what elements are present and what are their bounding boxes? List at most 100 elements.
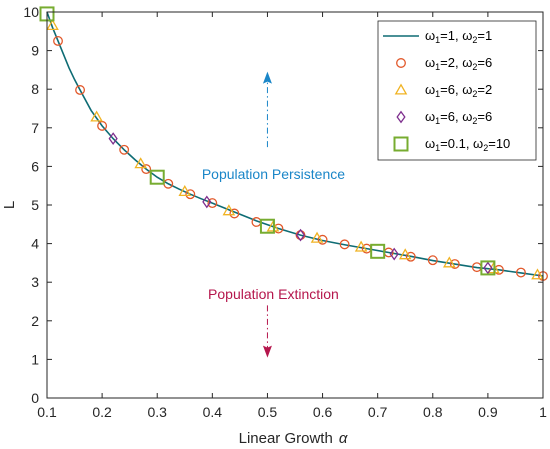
point-square-1 bbox=[149, 169, 165, 185]
point-circle-2 bbox=[97, 120, 108, 131]
x-tick-label: 0.1 bbox=[37, 404, 57, 420]
point-circle-0 bbox=[53, 36, 63, 46]
point-circle-4 bbox=[141, 164, 152, 175]
y-tick-label: 2 bbox=[31, 313, 39, 329]
legend-label: ω1=0.1, ω2=10 bbox=[425, 136, 510, 153]
legend-label-part: =2, ω bbox=[440, 55, 472, 70]
y-tick-label: 3 bbox=[31, 274, 39, 290]
x-tick-label: 1 bbox=[539, 404, 547, 420]
point-triangle-6 bbox=[310, 231, 324, 243]
annotation-arrow-head bbox=[262, 345, 272, 358]
point-square-2 bbox=[259, 218, 275, 234]
point-triangle-3 bbox=[178, 184, 192, 197]
annotation-label: Population Extinction bbox=[208, 286, 339, 302]
y-tick-label: 0 bbox=[31, 390, 39, 406]
legend-label: ω1=2, ω2=6 bbox=[425, 55, 492, 72]
annotation-arrow-head bbox=[262, 71, 272, 84]
point-triangle-1 bbox=[90, 110, 103, 122]
y-tick-label: 1 bbox=[31, 351, 39, 367]
legend-label: ω1=6, ω2=2 bbox=[425, 82, 492, 99]
legend-label-part: =10 bbox=[488, 136, 510, 151]
legend-label-part: =1, ω bbox=[440, 28, 472, 43]
point-circle-3 bbox=[119, 144, 130, 155]
point-diamond-2 bbox=[295, 228, 306, 242]
legend-label-part: =6 bbox=[477, 55, 492, 70]
x-tick-label: 0.6 bbox=[313, 404, 333, 420]
point-diamond-3 bbox=[389, 247, 399, 261]
point-triangle-7 bbox=[354, 240, 368, 252]
legend-label-subscript: 2 bbox=[472, 89, 477, 99]
curve-layer bbox=[46, 11, 544, 277]
legend-marker-circle bbox=[396, 58, 406, 68]
point-circle-12 bbox=[317, 234, 328, 245]
y-tick-label: 9 bbox=[31, 43, 39, 59]
marker-layer bbox=[39, 6, 548, 281]
point-diamond-4 bbox=[483, 261, 493, 275]
legend-label-part: ω bbox=[425, 136, 435, 151]
point-triangle-2 bbox=[134, 157, 148, 169]
y-tick-label: 6 bbox=[31, 158, 39, 174]
legend-marker-triangle bbox=[394, 83, 408, 95]
legend-label-part: =2 bbox=[477, 82, 492, 97]
point-circle-18 bbox=[449, 259, 460, 270]
x-tick-label: 0.7 bbox=[368, 404, 388, 420]
legend-label-subscript: 1 bbox=[435, 35, 440, 45]
y-tick-label: 4 bbox=[31, 236, 39, 252]
legend-label: ω1=1, ω2=1 bbox=[425, 28, 492, 45]
legend-label-part: =0.1, ω bbox=[440, 136, 483, 151]
x-axis-label-text: Linear Growth bbox=[239, 430, 333, 447]
legend-label-part: =1 bbox=[477, 28, 492, 43]
point-triangle-0 bbox=[46, 18, 59, 31]
legend: ω1=1, ω2=1ω1=2, ω2=6ω1=6, ω2=2ω1=6, ω2=6… bbox=[377, 20, 537, 161]
x-tick-label: 0.3 bbox=[147, 404, 167, 420]
legend-label-part: ω bbox=[425, 28, 435, 43]
legend-label-subscript: 2 bbox=[483, 143, 488, 153]
point-circle-21 bbox=[516, 267, 526, 278]
legend-marker-diamond bbox=[396, 110, 406, 124]
y-tick-label: 7 bbox=[31, 120, 39, 136]
legend-label: ω1=6, ω2=6 bbox=[425, 109, 492, 126]
point-circle-6 bbox=[185, 189, 196, 200]
x-tick-label: 0.5 bbox=[258, 404, 278, 420]
legend-label-subscript: 1 bbox=[435, 143, 440, 153]
legend-label-part: =6 bbox=[477, 109, 492, 124]
legend-label-subscript: 1 bbox=[435, 116, 440, 126]
point-triangle-9 bbox=[442, 256, 456, 268]
x-axis-label-symbol: α bbox=[339, 430, 348, 447]
legend-label-subscript: 2 bbox=[472, 62, 477, 72]
point-circle-17 bbox=[427, 255, 438, 266]
legend-label-part: =6, ω bbox=[440, 109, 472, 124]
point-diamond-1 bbox=[202, 195, 212, 209]
point-square-3 bbox=[370, 243, 386, 259]
point-circle-13 bbox=[339, 239, 350, 250]
legend-label-subscript: 1 bbox=[435, 62, 440, 72]
legend-label-part: ω bbox=[425, 55, 435, 70]
point-square-4 bbox=[480, 260, 496, 276]
x-tick-label: 0.2 bbox=[92, 404, 112, 420]
legend-label-part: ω bbox=[425, 82, 435, 97]
point-circle-8 bbox=[229, 208, 240, 219]
point-circle-16 bbox=[405, 251, 416, 262]
y-axis-label: L bbox=[1, 201, 18, 209]
point-triangle-8 bbox=[398, 248, 412, 260]
annotation-label: Population Persistence bbox=[202, 166, 345, 182]
legend-label-subscript: 2 bbox=[472, 116, 477, 126]
legend-label-part: ω bbox=[425, 109, 435, 124]
legend-label-part: =6, ω bbox=[440, 82, 472, 97]
point-diamond-0 bbox=[108, 132, 118, 146]
point-triangle-4 bbox=[222, 204, 236, 216]
annotations: Population Persistence Population Extinct… bbox=[202, 71, 345, 358]
x-tick-label: 0.4 bbox=[203, 404, 223, 420]
legend-label-subscript: 1 bbox=[435, 89, 440, 99]
x-tick-label: 0.9 bbox=[478, 404, 498, 420]
series-line-w1-1-w2-1 bbox=[46, 11, 544, 277]
x-axis-label: Linear Growth α bbox=[239, 430, 348, 447]
point-circle-7 bbox=[207, 198, 218, 209]
legend-marker-square bbox=[393, 136, 409, 152]
point-triangle-11 bbox=[531, 268, 544, 280]
x-tick-label: 0.8 bbox=[423, 404, 443, 420]
y-tick-label: 5 bbox=[31, 197, 39, 213]
y-tick-label: 10 bbox=[23, 4, 39, 20]
